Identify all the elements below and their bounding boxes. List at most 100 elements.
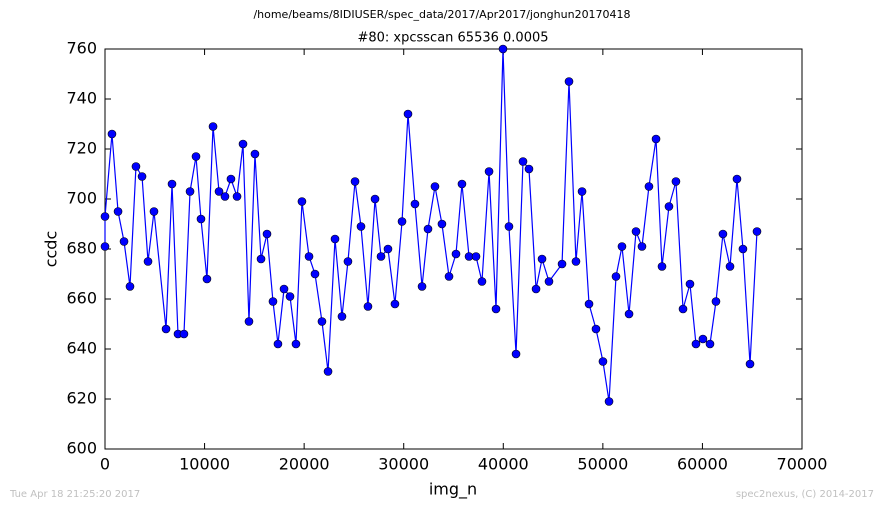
data-point [100, 212, 110, 221]
y-tick-label: 640 [66, 339, 97, 358]
data-point [238, 139, 248, 149]
suptitle: /home/beams/8IDIUSER/spec_data/2017/Apr2… [253, 8, 630, 21]
data-point [437, 219, 447, 229]
data-point [350, 177, 360, 186]
y-tick-label: 720 [66, 139, 97, 158]
data-point [504, 222, 514, 231]
data-point [167, 179, 177, 189]
data-point [125, 282, 135, 291]
data-point [244, 317, 254, 326]
data-point [451, 249, 461, 259]
data-point [343, 257, 353, 266]
data-point [356, 222, 366, 231]
data-point [577, 187, 587, 196]
data-point [651, 134, 661, 144]
data-point [423, 224, 433, 234]
data-point [273, 339, 283, 349]
data-point [208, 122, 218, 131]
data-point [498, 44, 508, 54]
data-point [410, 199, 420, 209]
data-point [732, 174, 742, 184]
data-point [113, 207, 123, 216]
data-point [477, 277, 487, 286]
data-point [631, 227, 641, 236]
data-point [678, 304, 688, 314]
data-point [202, 274, 212, 284]
data-point [317, 317, 327, 326]
data-point [397, 217, 407, 226]
y-tick-label: 600 [66, 439, 97, 458]
data-point [611, 272, 621, 281]
data-point [363, 302, 373, 311]
data-point [637, 242, 647, 251]
data-point [191, 152, 201, 161]
data-point [698, 334, 708, 344]
plot-frame [104, 48, 803, 450]
x-tick-label: 20000 [279, 455, 330, 474]
data-line [104, 48, 758, 402]
data-point [285, 292, 295, 301]
data-point [691, 339, 701, 349]
x-tick-label: 10000 [179, 455, 230, 474]
data-point [291, 339, 301, 349]
footer-right: spec2nexus, (C) 2014-2017 [736, 489, 874, 500]
x-tick-label: 40000 [478, 455, 529, 474]
data-point [718, 229, 728, 239]
data-point [279, 284, 289, 294]
data-point [484, 167, 494, 176]
data-point [571, 257, 581, 266]
data-point [671, 177, 681, 186]
data-point [624, 309, 634, 319]
data-point [196, 214, 206, 224]
data-point [564, 77, 574, 86]
y-axis-label: ccdc [42, 231, 61, 268]
data-point [537, 254, 547, 264]
data-point [557, 259, 567, 269]
data-point [531, 284, 541, 294]
data-point [598, 357, 608, 366]
y-tick-label: 700 [66, 189, 97, 208]
data-point [179, 329, 189, 339]
data-point [297, 197, 307, 206]
data-point [185, 187, 195, 196]
data-point [220, 192, 230, 201]
data-point [256, 254, 266, 264]
data-point [376, 252, 386, 261]
data-point [511, 349, 521, 359]
data-point [471, 252, 481, 261]
data-point [584, 299, 594, 309]
data-point [137, 172, 147, 181]
data-point [524, 164, 534, 174]
data-point [390, 299, 400, 309]
data-point [119, 237, 129, 246]
data-point [149, 207, 159, 216]
y-tick-label: 660 [66, 289, 97, 308]
data-point [161, 324, 171, 334]
data-point [370, 194, 380, 204]
data-point [383, 244, 393, 254]
x-axis-label: img_n [429, 480, 477, 500]
data-point [323, 367, 333, 376]
data-point [214, 187, 224, 196]
data-point [417, 282, 427, 291]
data-point [738, 244, 748, 254]
data-point [544, 277, 554, 286]
y-tick-label: 760 [66, 39, 97, 58]
data-point [457, 179, 467, 189]
chart-title: #80: xpcsscan 65536 0.0005 [357, 31, 548, 46]
data-point [131, 162, 141, 171]
data-point [250, 149, 260, 159]
data-point [337, 312, 347, 321]
data-point [664, 202, 674, 211]
y-tick-label: 620 [66, 389, 97, 408]
data-point [304, 252, 314, 261]
data-point [617, 242, 627, 251]
data-point [143, 257, 153, 266]
data-point [226, 174, 236, 184]
data-point [685, 279, 695, 289]
data-point [752, 227, 762, 236]
data-point [430, 182, 440, 191]
data-point [644, 182, 654, 191]
x-tick-label: 30000 [378, 455, 429, 474]
